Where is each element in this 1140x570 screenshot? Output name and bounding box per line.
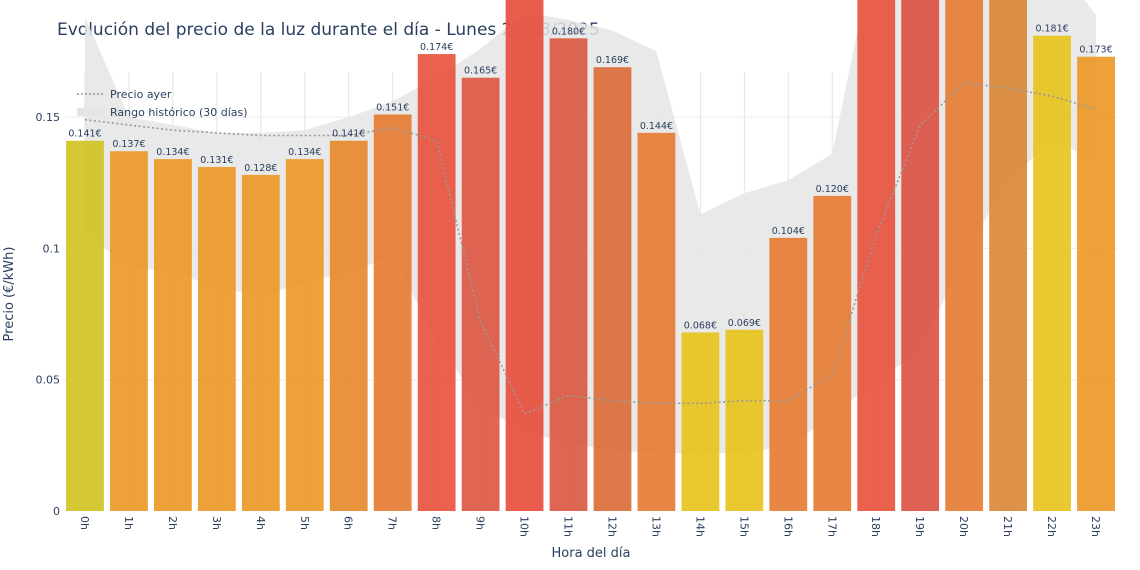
bar-10h bbox=[505, 0, 544, 512]
historic-range-band bbox=[85, 0, 1096, 454]
bar-value-label: 0.165€ bbox=[464, 66, 497, 77]
x-tick-label: 17h bbox=[825, 516, 838, 537]
bar-7h bbox=[373, 114, 412, 511]
x-tick-label: 18h bbox=[869, 516, 882, 537]
x-tick-label: 4h bbox=[254, 516, 267, 530]
bar-3h bbox=[197, 166, 236, 511]
historic-range-area bbox=[85, 0, 1096, 454]
legend-band-swatch bbox=[77, 108, 104, 116]
x-tick-label: 5h bbox=[298, 516, 311, 530]
bar-value-label: 0.134€ bbox=[156, 147, 189, 158]
bar-value-label: 0.181€ bbox=[1035, 24, 1068, 35]
x-tick-label: 19h bbox=[913, 516, 926, 537]
x-tick-label: 14h bbox=[693, 516, 706, 537]
x-tick-label: 12h bbox=[605, 516, 618, 537]
x-tick-label: 8h bbox=[430, 516, 443, 530]
bar-17h bbox=[813, 195, 852, 511]
bar-0h bbox=[66, 140, 104, 511]
y-tick-label: 0.15 bbox=[36, 111, 61, 124]
bar-8h bbox=[417, 54, 456, 512]
bar-20h bbox=[945, 0, 984, 511]
y-axis-title: Precio (€/kWh) bbox=[2, 247, 17, 342]
x-tick-label: 23h bbox=[1089, 516, 1102, 537]
x-tick-label: 16h bbox=[781, 516, 794, 537]
bar-15h bbox=[725, 329, 764, 511]
bar-value-label: 0.068€ bbox=[684, 320, 717, 331]
bar-22h bbox=[1033, 35, 1071, 511]
bar-value-label: 0.173€ bbox=[1079, 45, 1112, 56]
bar-labels-layer: 0.141€ 0.137€ 0.134€ 0.131€ 0.128€ 0.134€ 0.14… bbox=[68, 24, 1112, 332]
x-tick-label: 0h bbox=[78, 516, 91, 530]
y-tick-label: 0.05 bbox=[36, 374, 61, 387]
bar-5h bbox=[285, 159, 324, 511]
x-tick-label: 15h bbox=[737, 516, 750, 537]
x-tick-labels: 0h 1h 2h 3h 4h 5h 6h 7h 8h 9h 10h 11h 12h 13h 14h 15h 16… bbox=[78, 516, 1102, 537]
bar-value-label: 0.180€ bbox=[552, 26, 585, 37]
bar-value-label: 0.128€ bbox=[244, 163, 277, 174]
bar-1h bbox=[110, 151, 148, 511]
y-tick-label: 0.1 bbox=[43, 242, 61, 255]
chart-title: Evolución del precio de la luz durante e… bbox=[57, 20, 600, 40]
bars-layer bbox=[66, 0, 1115, 512]
x-tick-label: 7h bbox=[386, 516, 399, 530]
x-tick-label: 1h bbox=[122, 516, 135, 530]
y-tick-label: 0 bbox=[53, 505, 60, 518]
bar-18h bbox=[857, 0, 896, 511]
legend-item-yesterday: Precio ayer bbox=[110, 88, 172, 101]
bar-4h bbox=[241, 174, 280, 511]
bar-value-label: 0.141€ bbox=[68, 129, 101, 140]
bar-23h bbox=[1077, 56, 1115, 512]
bar-2h bbox=[153, 159, 192, 511]
x-tick-label: 21h bbox=[1001, 516, 1014, 537]
bar-12h bbox=[593, 67, 632, 512]
x-tick-label: 6h bbox=[342, 516, 355, 530]
bar-value-label: 0.131€ bbox=[200, 155, 233, 166]
x-tick-label: 20h bbox=[957, 516, 970, 537]
x-tick-label: 22h bbox=[1045, 516, 1058, 537]
bar-16h bbox=[769, 237, 808, 511]
bar-value-label: 0.141€ bbox=[332, 129, 365, 140]
x-tick-label: 11h bbox=[562, 516, 575, 537]
bar-13h bbox=[637, 132, 676, 511]
bar-value-label: 0.174€ bbox=[420, 42, 453, 53]
bar-value-label: 0.069€ bbox=[728, 318, 761, 329]
y-tick-labels: 00.050.10.150.20.250.3 bbox=[36, 111, 61, 518]
x-axis-title: Hora del día bbox=[552, 546, 631, 561]
bar-11h bbox=[549, 38, 588, 511]
bar-value-label: 0.144€ bbox=[640, 121, 673, 132]
x-tick-label: 2h bbox=[166, 516, 179, 530]
bar-9h bbox=[461, 77, 500, 512]
bar-14h bbox=[681, 332, 720, 511]
bar-6h bbox=[329, 140, 368, 511]
bar-value-label: 0.151€ bbox=[376, 102, 409, 113]
bar-value-label: 0.137€ bbox=[112, 139, 145, 150]
bar-19h bbox=[901, 0, 940, 512]
bar-value-label: 0.104€ bbox=[772, 226, 805, 237]
x-tick-label: 3h bbox=[210, 516, 223, 530]
bar-value-label: 0.134€ bbox=[288, 147, 321, 158]
x-tick-label: 9h bbox=[474, 516, 487, 530]
x-tick-label: 13h bbox=[649, 516, 662, 537]
legend: Precio ayer Rango histórico (30 días) bbox=[77, 88, 248, 119]
bar-21h bbox=[989, 0, 1028, 511]
bar-value-label: 0.120€ bbox=[816, 184, 849, 195]
bar-value-label: 0.169€ bbox=[596, 55, 629, 66]
x-tick-label: 10h bbox=[518, 516, 531, 537]
legend-item-range: Rango histórico (30 días) bbox=[110, 106, 248, 119]
